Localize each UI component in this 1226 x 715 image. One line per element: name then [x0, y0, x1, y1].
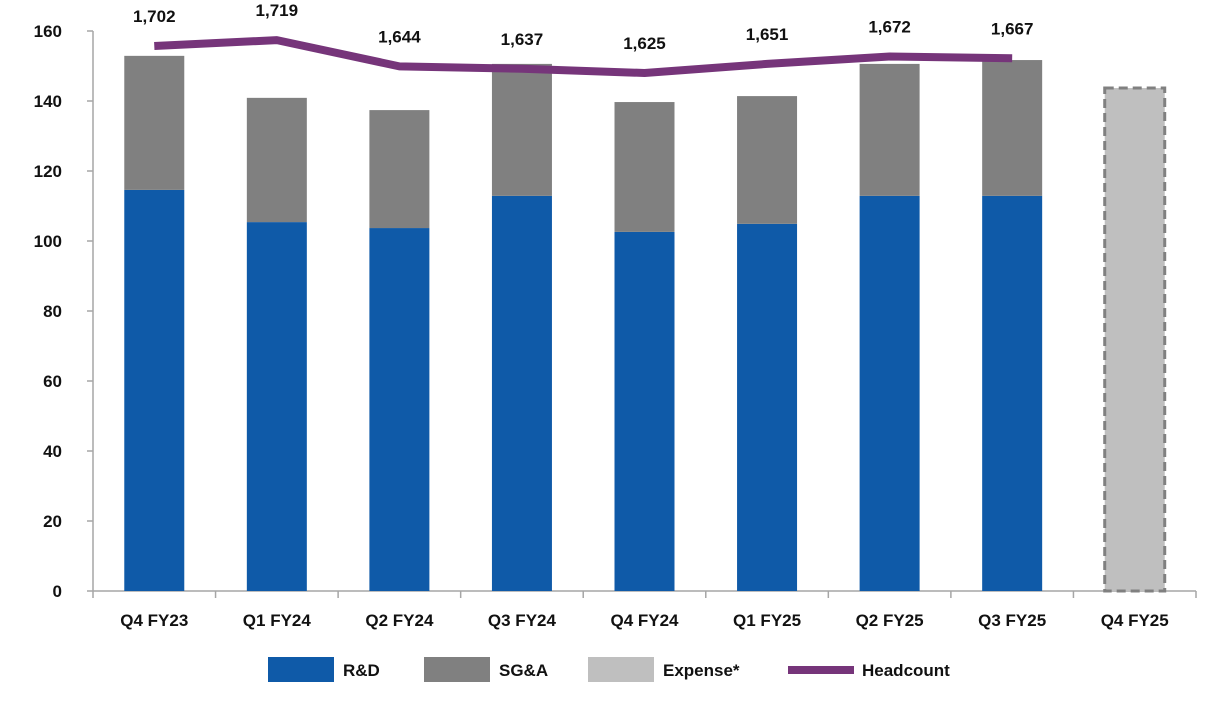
bar-rd — [614, 231, 675, 591]
y-tick-label: 100 — [34, 232, 62, 251]
y-tick-label: 40 — [43, 442, 62, 461]
bar-sga — [124, 55, 185, 190]
y-tick-label: 140 — [34, 92, 62, 111]
legend-label: Headcount — [862, 661, 950, 680]
x-tick-label: Q4 FY23 — [120, 611, 188, 630]
y-tick-label: 0 — [53, 582, 62, 601]
bar-rd — [491, 195, 552, 591]
y-tick-label: 120 — [34, 162, 62, 181]
bar-expense — [1103, 86, 1167, 593]
bar-sga — [859, 63, 920, 196]
headcount-data-label: 1,637 — [501, 30, 544, 49]
headcount-line — [154, 36, 1013, 77]
bar-sga — [491, 63, 552, 196]
x-tick-label: Q2 FY24 — [365, 611, 434, 630]
bar-rd — [737, 223, 798, 591]
x-tick-label: Q3 FY24 — [488, 611, 557, 630]
legend-swatch-rd — [268, 657, 334, 682]
headcount-data-label: 1,644 — [378, 27, 421, 46]
legend-swatch-sga — [424, 657, 490, 682]
y-tick-label: 60 — [43, 372, 62, 391]
bar-sga — [982, 60, 1043, 196]
bar-rd — [369, 228, 430, 592]
x-tick-label: Q4 FY24 — [610, 611, 679, 630]
bar-sga — [246, 97, 307, 223]
legend-label: Expense* — [663, 661, 740, 680]
x-tick-label: Q3 FY25 — [978, 611, 1046, 630]
x-tick-label: Q1 FY25 — [733, 611, 801, 630]
legend-label: R&D — [343, 661, 380, 680]
bar-rd — [859, 195, 920, 591]
bar-rd — [124, 189, 185, 591]
x-tick-label: Q4 FY25 — [1101, 611, 1169, 630]
bar-sga — [614, 102, 675, 232]
headcount-data-label: 1,702 — [133, 7, 176, 26]
headcount-data-label: 1,625 — [623, 34, 666, 53]
x-tick-label: Q2 FY25 — [856, 611, 924, 630]
legend-label: SG&A — [499, 661, 548, 680]
bar-sga — [369, 110, 430, 229]
bar-rd — [982, 195, 1043, 591]
headcount-data-label: 1,667 — [991, 19, 1034, 38]
y-tick-label: 20 — [43, 512, 62, 531]
y-tick-label: 160 — [34, 22, 62, 41]
legend-swatch-headcount — [788, 666, 854, 674]
headcount-data-label: 1,672 — [868, 18, 911, 37]
y-tick-label: 80 — [43, 302, 62, 321]
bar-rd — [246, 222, 307, 591]
legend-swatch-expense — [588, 657, 654, 682]
bar-sga — [737, 96, 798, 224]
headcount-data-label: 1,719 — [256, 1, 299, 20]
x-tick-label: Q1 FY24 — [243, 611, 312, 630]
headcount-data-label: 1,651 — [746, 25, 789, 44]
